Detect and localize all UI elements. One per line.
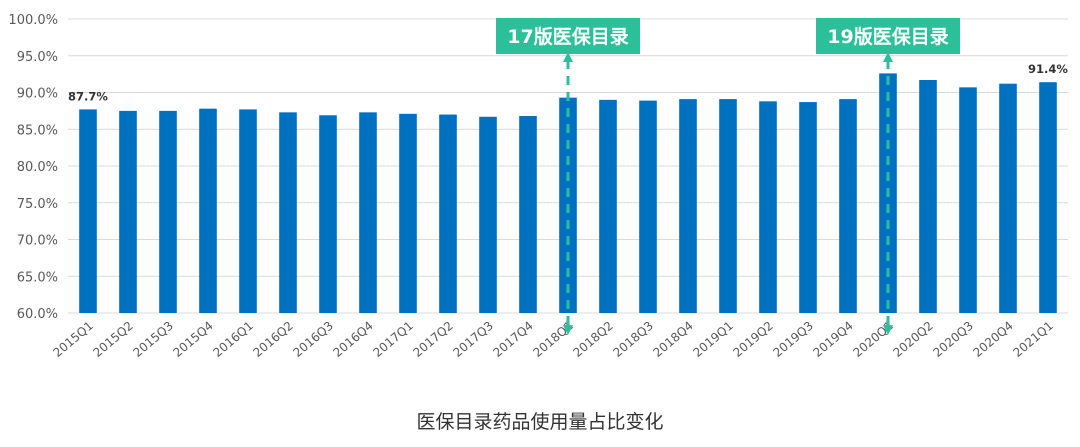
y-tick-label: 85.0% bbox=[17, 123, 58, 138]
x-tick-label: 2016Q2 bbox=[250, 319, 295, 360]
bar bbox=[639, 100, 657, 314]
x-tick-label: 2016Q1 bbox=[210, 319, 255, 360]
x-tick-label: 2015Q3 bbox=[130, 319, 175, 360]
x-tick-label: 2020Q3 bbox=[930, 319, 975, 360]
x-tick-label: 2020Q4 bbox=[970, 319, 1015, 360]
annotation-label: 19版医保目录 bbox=[827, 25, 948, 48]
data-labels: 87.7% 91.4% bbox=[68, 62, 1068, 103]
x-tick-label: 2015Q2 bbox=[90, 319, 135, 360]
annotation-arrow-up-icon bbox=[883, 52, 893, 62]
annotation-arrow-down-icon bbox=[883, 325, 893, 335]
bar bbox=[519, 116, 537, 314]
y-tick-label: 90.0% bbox=[17, 87, 58, 102]
bar bbox=[999, 83, 1017, 314]
x-tick-label: 2018Q4 bbox=[650, 319, 695, 360]
x-tick-label: 2020Q2 bbox=[890, 319, 935, 360]
annotation-label: 17版医保目录 bbox=[507, 25, 628, 48]
x-axis-ticks: 2015Q12015Q22015Q32015Q42016Q12016Q22016… bbox=[50, 319, 1055, 360]
annotation-arrow-up-icon bbox=[563, 52, 573, 62]
x-tick-label: 2019Q1 bbox=[690, 319, 735, 360]
bar bbox=[159, 110, 177, 313]
bar bbox=[399, 113, 417, 313]
data-label: 87.7% bbox=[68, 89, 108, 103]
x-tick-label: 2021Q1 bbox=[1010, 319, 1055, 360]
y-tick-label: 75.0% bbox=[17, 197, 58, 212]
annotations: 17版医保目录 19版医保目录 bbox=[496, 18, 960, 335]
bar bbox=[679, 99, 697, 314]
annotation: 17版医保目录 bbox=[496, 18, 640, 335]
bar bbox=[319, 115, 337, 313]
annotation-box bbox=[816, 18, 960, 54]
bar bbox=[359, 112, 377, 313]
y-tick-label: 60.0% bbox=[17, 307, 58, 322]
x-tick-label: 2017Q4 bbox=[490, 319, 535, 360]
bars bbox=[79, 73, 1057, 314]
bar bbox=[279, 112, 297, 313]
x-tick-label: 2015Q4 bbox=[170, 319, 215, 360]
data-label: 91.4% bbox=[1028, 62, 1068, 76]
bar bbox=[239, 109, 257, 313]
x-tick-label: 2017Q3 bbox=[450, 319, 495, 360]
bar bbox=[919, 80, 937, 313]
bar bbox=[439, 114, 457, 313]
x-tick-label: 2016Q4 bbox=[330, 319, 375, 360]
bar bbox=[79, 109, 97, 313]
bar bbox=[959, 87, 977, 313]
bar bbox=[119, 110, 137, 313]
x-tick-label: 2019Q4 bbox=[810, 319, 855, 360]
bar bbox=[839, 99, 857, 314]
bar bbox=[1039, 82, 1057, 314]
annotation: 19版医保目录 bbox=[816, 18, 960, 335]
x-tick-label: 2018Q2 bbox=[570, 319, 615, 360]
bar bbox=[759, 101, 777, 313]
y-axis-ticks: 60.0% 65.0% 70.0% 75.0% 80.0% 85.0% 90.0% 95.0%… bbox=[8, 13, 58, 322]
y-tick-label: 80.0% bbox=[17, 160, 58, 175]
x-tick-label: 2019Q2 bbox=[730, 319, 775, 360]
x-tick-label: 2016Q3 bbox=[290, 319, 335, 360]
x-tick-label: 2015Q1 bbox=[50, 319, 95, 360]
bar bbox=[599, 99, 617, 313]
y-tick-label: 95.0% bbox=[17, 50, 58, 65]
x-tick-label: 2017Q1 bbox=[370, 319, 415, 360]
annotation-arrow-down-icon bbox=[563, 325, 573, 335]
bar bbox=[479, 116, 497, 313]
y-tick-label: 65.0% bbox=[17, 270, 58, 285]
y-tick-label: 100.0% bbox=[8, 13, 58, 28]
bar bbox=[199, 108, 217, 313]
x-tick-label: 2017Q2 bbox=[410, 319, 455, 360]
annotation-box bbox=[496, 18, 640, 54]
y-tick-label: 70.0% bbox=[17, 234, 58, 249]
chart-caption: 医保目录药品使用量占比变化 bbox=[416, 411, 663, 433]
bar bbox=[719, 99, 737, 314]
x-tick-label: 2019Q3 bbox=[770, 319, 815, 360]
bar bbox=[799, 102, 817, 314]
x-tick-label: 2018Q3 bbox=[610, 319, 655, 360]
